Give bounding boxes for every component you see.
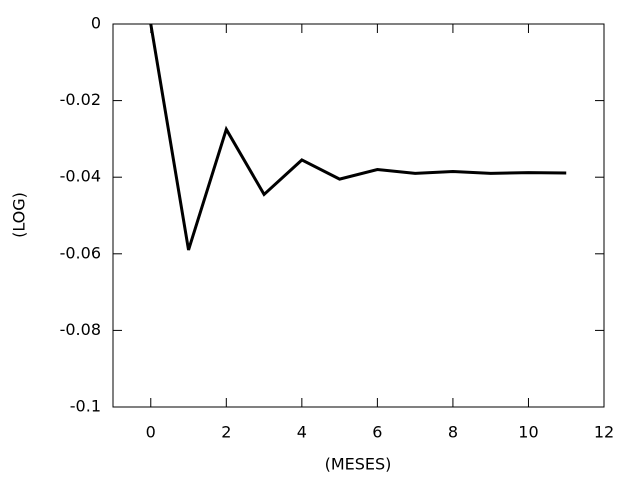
x-axis-label: (MESES) <box>325 455 392 474</box>
x-tick-label: 2 <box>221 423 231 442</box>
x-tick-label: 8 <box>448 423 458 442</box>
x-tick-label: 6 <box>372 423 382 442</box>
y-tick-label: -0.02 <box>60 90 101 109</box>
y-tick-label: -0.04 <box>60 167 101 186</box>
data-line <box>149 23 567 251</box>
x-tick-label: 0 <box>146 423 156 442</box>
x-tick-label: 10 <box>518 423 538 442</box>
y-tick-label: -0.06 <box>60 243 101 262</box>
y-tick-label: -0.1 <box>70 397 101 416</box>
y-tick-label: -0.08 <box>60 320 101 339</box>
y-axis-label: (LOG) <box>10 192 29 238</box>
x-tick-label: 4 <box>297 423 307 442</box>
plot-frame <box>112 23 605 408</box>
x-tick-label: 12 <box>594 423 614 442</box>
y-tick-label: 0 <box>91 14 101 33</box>
